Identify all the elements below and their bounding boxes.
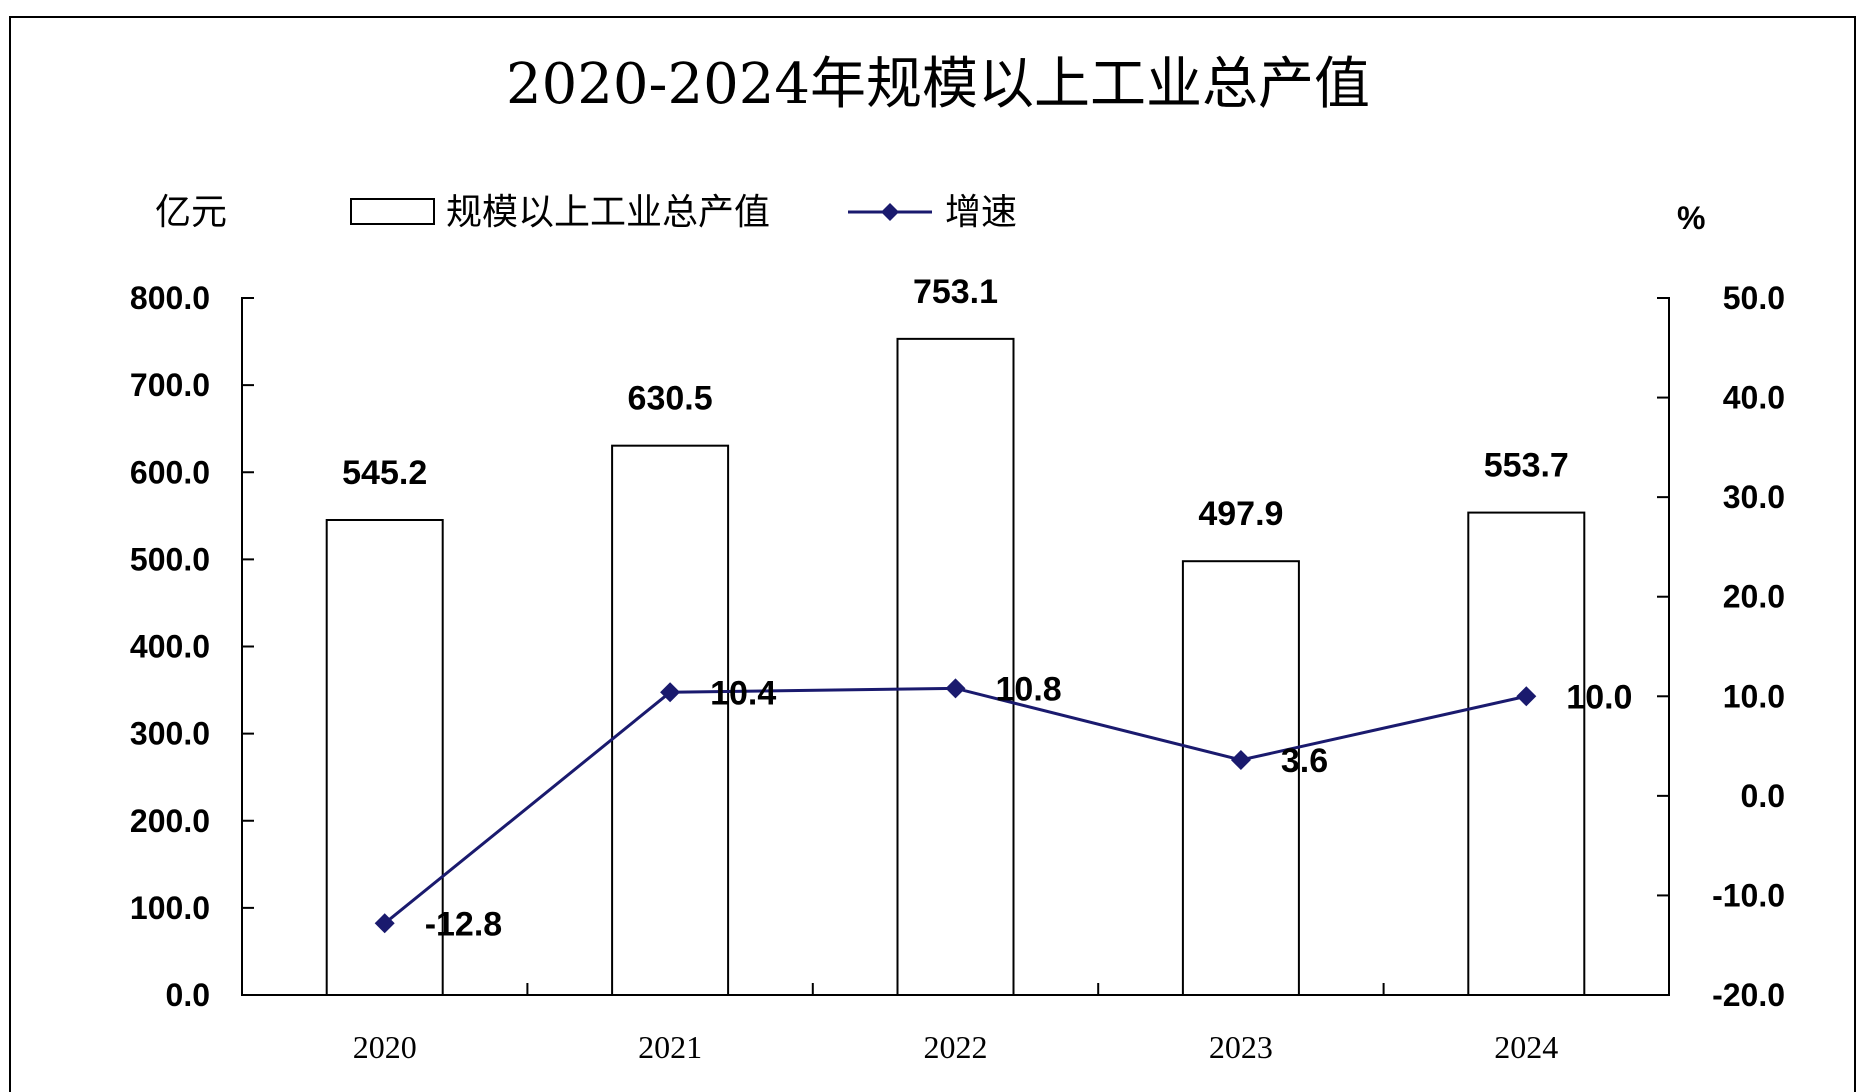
x-tick-label: 2021 (638, 1029, 702, 1065)
left-tick-label: 700.0 (130, 367, 210, 403)
bar-value-label: 553.7 (1484, 447, 1569, 485)
growth-value-label: -12.8 (425, 905, 503, 943)
growth-line-series: -12.8 10.4 10.8 3.6 10.0 (374, 670, 1632, 943)
left-tick-label: 300.0 (130, 716, 210, 752)
x-tick-label: 2022 (924, 1029, 988, 1065)
growth-point-marker (945, 678, 966, 699)
growth-value-label: 10.8 (996, 670, 1062, 708)
bar-value-label: 753.1 (913, 273, 998, 311)
legend-swatch-bars (350, 198, 435, 225)
left-tick-label: 400.0 (130, 629, 210, 665)
left-tick-label: 800.0 (130, 280, 210, 316)
left-tick-label: 600.0 (130, 454, 210, 490)
bar-value-label: 630.5 (628, 380, 713, 418)
left-tick-label: 0.0 (166, 977, 210, 1013)
growth-point-marker (1230, 750, 1251, 771)
chart-title: 2020-2024年规模以上工业总产值 (506, 52, 1370, 117)
bar (611, 444, 730, 996)
legend: 规模以上工业总产值 增速 (350, 192, 1017, 233)
right-tick-label: 10.0 (1723, 678, 1785, 714)
growth-value-label: 3.6 (1281, 742, 1328, 780)
bar-value-label: 497.9 (1198, 495, 1283, 533)
x-axis-ticks: 2020 2021 2022 2023 2024 (353, 983, 1558, 1065)
left-axis-ticks: 800.0 700.0 600.0 500.0 400.0 300.0 200.0 100.0… (130, 280, 254, 1013)
left-tick-label: 200.0 (130, 803, 210, 839)
legend-marker-diamond (881, 203, 899, 221)
left-tick-label: 100.0 (130, 890, 210, 926)
right-tick-label: 20.0 (1723, 579, 1785, 615)
right-tick-label: -10.0 (1712, 877, 1785, 913)
legend-label-line: 增速 (945, 192, 1017, 233)
bar (1467, 511, 1586, 996)
growth-value-label: 10.4 (710, 674, 776, 712)
right-tick-label: 40.0 (1723, 380, 1785, 416)
x-tick-label: 2023 (1209, 1029, 1273, 1065)
left-axis-unit: 亿元 (155, 192, 227, 233)
bar (896, 337, 1015, 996)
growth-point-marker (660, 682, 681, 703)
right-axis-unit: % (1677, 200, 1705, 236)
growth-point-marker (1516, 686, 1537, 707)
x-tick-label: 2024 (1494, 1029, 1558, 1065)
bar-series: 545.2 630.5 753.1 497.9 553.7 (325, 273, 1586, 997)
x-tick-label: 2020 (353, 1029, 417, 1065)
bar-value-label: 545.2 (342, 454, 427, 492)
chart-frame (9, 16, 1856, 1092)
growth-point-marker (374, 913, 395, 934)
right-tick-label: 50.0 (1723, 280, 1785, 316)
right-axis-ticks: 50.0 40.0 30.0 20.0 10.0 0.0 -10.0 -20.0 (1657, 280, 1785, 1013)
legend-label-bars: 规模以上工业总产值 (446, 192, 770, 233)
growth-value-label: 10.0 (1566, 678, 1632, 716)
left-tick-label: 500.0 (130, 541, 210, 577)
right-tick-label: 30.0 (1723, 479, 1785, 515)
right-tick-label: -20.0 (1712, 977, 1785, 1013)
bar (1181, 560, 1300, 997)
right-tick-label: 0.0 (1741, 778, 1785, 814)
